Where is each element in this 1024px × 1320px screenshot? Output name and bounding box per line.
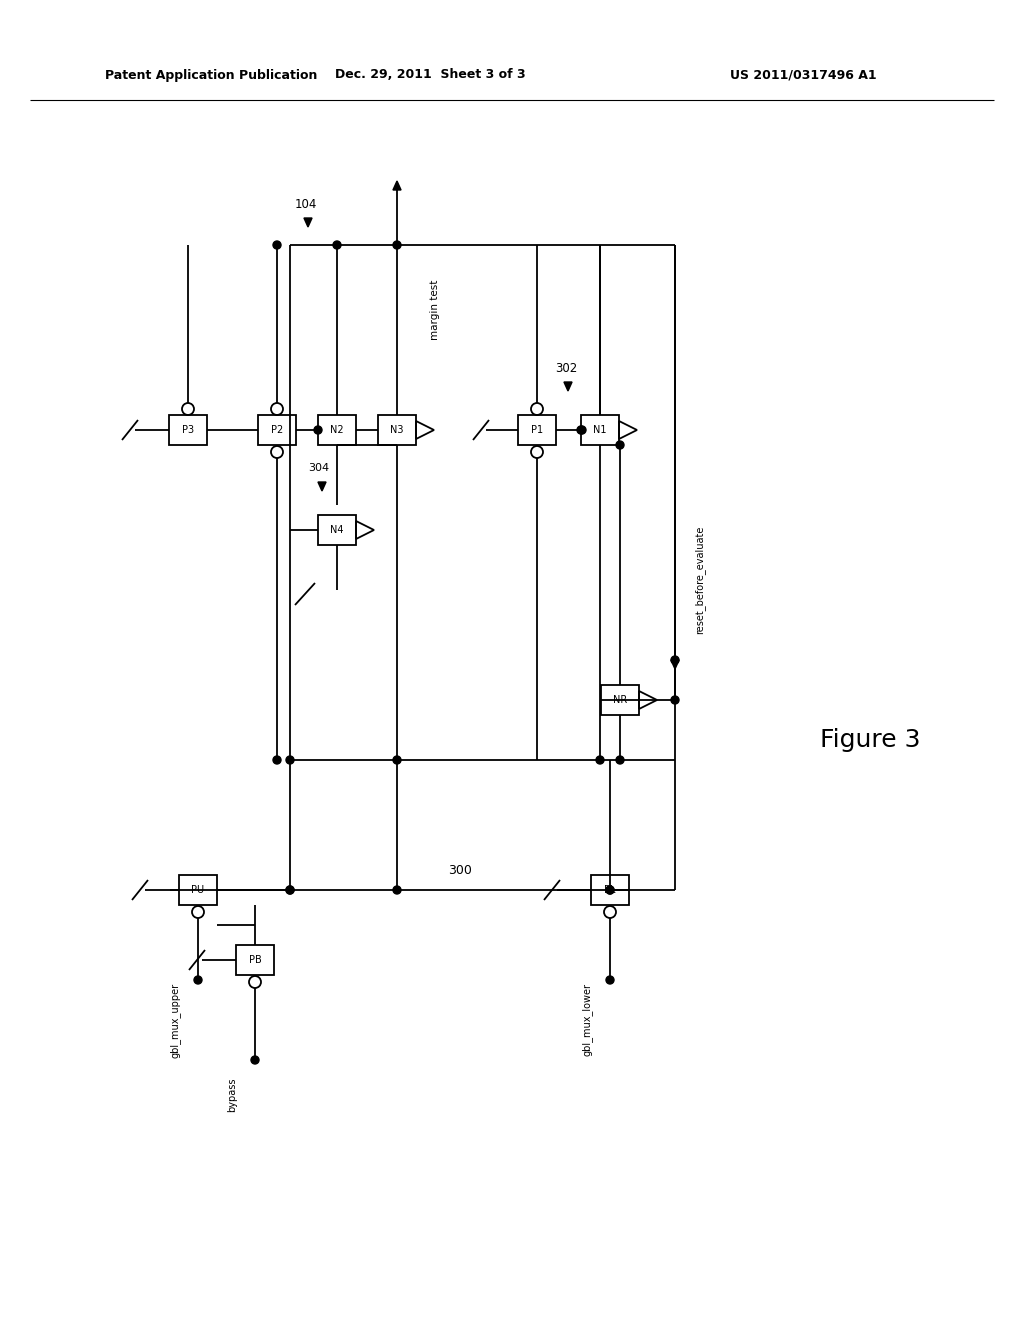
Bar <box>179 875 217 906</box>
Text: 304: 304 <box>308 463 329 473</box>
Circle shape <box>251 1056 259 1064</box>
Circle shape <box>194 975 202 983</box>
Bar <box>591 875 629 906</box>
Circle shape <box>286 886 294 894</box>
Bar <box>236 945 274 975</box>
Circle shape <box>273 242 281 249</box>
Text: Patent Application Publication: Patent Application Publication <box>105 69 317 82</box>
Text: bypass: bypass <box>227 1077 237 1113</box>
Circle shape <box>606 886 614 894</box>
Bar <box>318 515 356 545</box>
Polygon shape <box>317 482 326 491</box>
Text: PB: PB <box>249 954 261 965</box>
Bar <box>258 414 296 445</box>
Polygon shape <box>564 381 572 391</box>
Text: reset_before_evaluate: reset_before_evaluate <box>694 525 706 634</box>
Text: margin test: margin test <box>430 280 440 341</box>
Circle shape <box>273 756 281 764</box>
Circle shape <box>671 696 679 704</box>
Circle shape <box>314 426 322 434</box>
Text: P1: P1 <box>530 425 543 436</box>
Text: US 2011/0317496 A1: US 2011/0317496 A1 <box>730 69 877 82</box>
Circle shape <box>393 886 401 894</box>
Bar <box>169 414 207 445</box>
Polygon shape <box>393 181 401 190</box>
Text: PU: PU <box>191 884 205 895</box>
Circle shape <box>616 441 624 449</box>
Bar <box>378 414 416 445</box>
Text: gbl_mux_upper: gbl_mux_upper <box>170 982 180 1057</box>
Text: gbl_mux_lower: gbl_mux_lower <box>582 983 593 1056</box>
Text: 300: 300 <box>449 863 472 876</box>
Bar <box>518 414 556 445</box>
Circle shape <box>616 756 624 764</box>
Text: N3: N3 <box>390 425 403 436</box>
Text: Dec. 29, 2011  Sheet 3 of 3: Dec. 29, 2011 Sheet 3 of 3 <box>335 69 525 82</box>
Text: N1: N1 <box>593 425 607 436</box>
Polygon shape <box>671 660 679 669</box>
Text: P3: P3 <box>182 425 195 436</box>
Circle shape <box>286 886 294 894</box>
Text: P2: P2 <box>271 425 283 436</box>
Bar <box>601 685 639 715</box>
Text: Figure 3: Figure 3 <box>820 729 921 752</box>
Bar <box>318 414 356 445</box>
Circle shape <box>578 426 586 434</box>
Circle shape <box>286 756 294 764</box>
Circle shape <box>333 242 341 249</box>
Circle shape <box>596 756 604 764</box>
Circle shape <box>393 756 401 764</box>
Polygon shape <box>304 218 312 227</box>
Circle shape <box>393 242 401 249</box>
Bar <box>581 414 618 445</box>
Text: 104: 104 <box>295 198 317 211</box>
Text: 302: 302 <box>555 362 578 375</box>
Text: N2: N2 <box>330 425 344 436</box>
Text: PL: PL <box>604 884 615 895</box>
Text: NR: NR <box>613 696 627 705</box>
Text: N4: N4 <box>331 525 344 535</box>
Circle shape <box>671 656 679 664</box>
Circle shape <box>606 886 614 894</box>
Circle shape <box>606 975 614 983</box>
Circle shape <box>577 426 585 434</box>
